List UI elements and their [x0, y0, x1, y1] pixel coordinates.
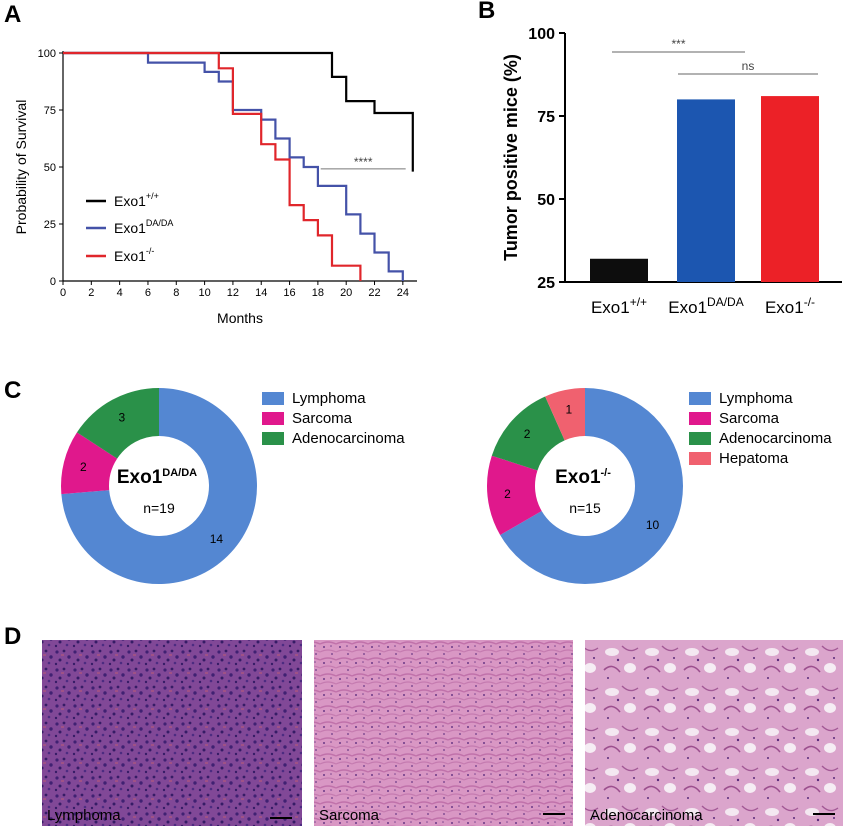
x-tick-label: 20: [340, 287, 352, 299]
legend-swatch: [262, 432, 284, 445]
x-tick-label: 2: [88, 287, 94, 299]
significance-label: ****: [354, 155, 373, 169]
bar: [590, 258, 648, 282]
slice-value-label: 14: [210, 532, 224, 546]
x-tick-label: 4: [117, 287, 123, 299]
histology-row: Lymphoma Sarcoma Adenocarcinoma: [42, 640, 843, 826]
bars: Exo1+/+ Exo1DA/DA Exo1-/-: [590, 96, 819, 317]
slice-value-label: 1: [565, 403, 572, 417]
slice-value-label: 3: [119, 410, 126, 424]
slice-value-label: 10: [646, 518, 660, 532]
legend-swatch: [689, 392, 711, 405]
x-tick-label: 14: [255, 287, 267, 299]
y-tick-label: 50: [44, 162, 56, 174]
histology-image-adenocarcinoma: [585, 640, 843, 826]
significance-label: ns: [742, 59, 755, 73]
legend-swatch: [689, 432, 711, 445]
survival-curve: [63, 51, 362, 281]
donut-chart-ko: 10 2 2 1 Exo1-/- n=15 Lymphoma Sarcoma Adenocarc…: [486, 388, 832, 584]
donut-n-label: n=19: [143, 500, 175, 516]
y-tick-label: 25: [537, 275, 555, 292]
slice-value-label: 2: [524, 427, 531, 441]
histology-label-sarcoma: Sarcoma: [319, 807, 380, 824]
x-tick-label: 8: [173, 287, 179, 299]
donut-center-label: Exo1-/-: [555, 467, 611, 488]
legend-label: Sarcoma: [292, 410, 353, 427]
survival-series: [63, 51, 414, 281]
histology-label-adenocarcinoma: Adenocarcinoma: [590, 807, 703, 824]
bar: [761, 96, 819, 282]
x-tick-label: Exo1+/+: [591, 295, 647, 317]
donut-slice: [491, 396, 565, 471]
donut-slice: [500, 388, 684, 584]
x-tick-label: 16: [283, 287, 295, 299]
panel-letter-d: D: [4, 623, 21, 650]
x-tick-label: 0: [60, 287, 66, 299]
legend-label: Adenocarcinoma: [292, 430, 405, 447]
histology-image-sarcoma: [314, 640, 573, 826]
panel-letter-b: B: [478, 0, 495, 24]
legend-swatch: [689, 412, 711, 425]
legend-label: Exo1+/+: [114, 191, 159, 209]
donut-n-label: n=15: [569, 500, 601, 516]
legend-swatch: [689, 452, 711, 465]
legend-label: Exo1-/-: [114, 246, 154, 264]
panel-letter-a: A: [4, 1, 21, 28]
y-tick-label: 50: [537, 192, 555, 209]
significance-label: ***: [671, 37, 685, 51]
legend-label: Exo1DA/DA: [114, 218, 173, 236]
histology-label-lymphoma: Lymphoma: [47, 807, 121, 824]
y-tick-label: 75: [44, 105, 56, 117]
y-tick-label: 25: [44, 219, 56, 231]
x-tick-label: 10: [198, 287, 210, 299]
donut-slice: [486, 455, 542, 535]
donut-center-label: Exo1DA/DA: [117, 467, 197, 488]
slice-value-label: 2: [504, 487, 511, 501]
slice-value-label: 2: [80, 460, 87, 474]
legend-label: Hepatoma: [719, 450, 789, 467]
x-tick-label: Exo1-/-: [765, 295, 815, 317]
donut-slice: [76, 388, 159, 459]
x-tick-label: 12: [227, 287, 239, 299]
legend-label: Adenocarcinoma: [719, 430, 832, 447]
donut-chart-da: 14 2 3 Exo1DA/DA n=19 Lymphoma Sarcoma Adenocar…: [61, 388, 405, 584]
bar: [677, 99, 735, 283]
histology-image-lymphoma: [42, 640, 302, 826]
panel-letter-c: C: [4, 377, 21, 404]
legend-swatch: [262, 412, 284, 425]
y-tick-label: 0: [50, 276, 56, 288]
legend-label: Lymphoma: [292, 390, 366, 407]
x-tick-label: Exo1DA/DA: [668, 295, 743, 317]
survival-legend: Exo1+/+ Exo1DA/DA Exo1-/-: [86, 191, 173, 264]
survival-curve: [63, 51, 404, 281]
histology-tint-lymphoma: [42, 640, 302, 826]
x-tick-label: 6: [145, 287, 151, 299]
y-axis-title: Probability of Survival: [13, 100, 29, 235]
donut-slice: [61, 388, 258, 584]
y-axis-title: Tumor positive mice (%): [501, 54, 521, 261]
donut-slice: [545, 388, 585, 441]
survival-curve: [63, 51, 414, 172]
x-tick-label: 22: [368, 287, 380, 299]
legend-swatch: [262, 392, 284, 405]
x-tick-label: 18: [312, 287, 324, 299]
y-tick-label: 100: [38, 48, 56, 60]
x-axis-title: Months: [217, 310, 263, 326]
legend-label: Lymphoma: [719, 390, 793, 407]
y-tick-label: 100: [528, 26, 555, 43]
bar-significance: *** ns: [612, 37, 818, 75]
y-tick-label: 75: [537, 109, 555, 126]
donut-slice: [61, 432, 118, 495]
legend-label: Sarcoma: [719, 410, 780, 427]
x-tick-label: 24: [397, 287, 409, 299]
